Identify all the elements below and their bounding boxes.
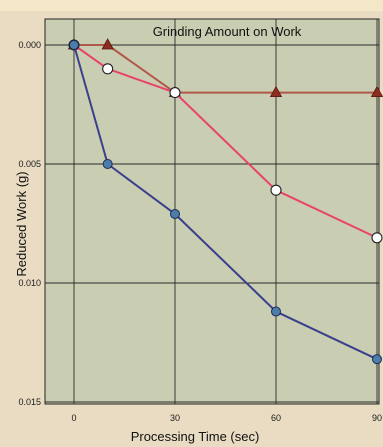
data-point-open-circle <box>169 87 181 99</box>
data-point-filled-circle <box>102 159 113 169</box>
data-point-triangle <box>370 85 383 97</box>
y-tick-label: 0.010 <box>18 278 41 288</box>
chart-title: Grinding Amount on Work <box>153 24 302 39</box>
y-tick-label: 0.005 <box>18 159 41 169</box>
tick-labels: 0 30 60 90 0.000 0.005 0.010 0.015 <box>18 40 382 423</box>
y-tick-label: 0.015 <box>18 397 41 407</box>
header-banner-strip <box>0 0 383 11</box>
data-point-open-circle <box>270 184 282 196</box>
series-2 <box>69 40 382 365</box>
data-point-triangle <box>101 38 114 50</box>
x-axis-title: Processing Time (sec) <box>131 429 260 444</box>
data-point-filled-circle <box>69 40 79 50</box>
plot-area <box>44 18 380 405</box>
data-point-open-circle <box>102 63 114 75</box>
data-point-open-circle <box>371 232 383 244</box>
data-point-filled-circle <box>271 306 281 317</box>
x-tick-label: 0 <box>71 413 76 423</box>
x-tick-label: 60 <box>271 413 281 423</box>
data-point-filled-circle <box>372 354 382 365</box>
y-axis-title: Reduced Work (g) <box>14 171 29 276</box>
series-group <box>67 38 383 365</box>
data-point-triangle <box>269 85 283 97</box>
x-tick-label: 30 <box>170 413 180 423</box>
data-point-filled-circle <box>170 208 180 219</box>
x-tick-label: 90 <box>372 413 382 423</box>
y-tick-label: 0.000 <box>18 40 41 50</box>
